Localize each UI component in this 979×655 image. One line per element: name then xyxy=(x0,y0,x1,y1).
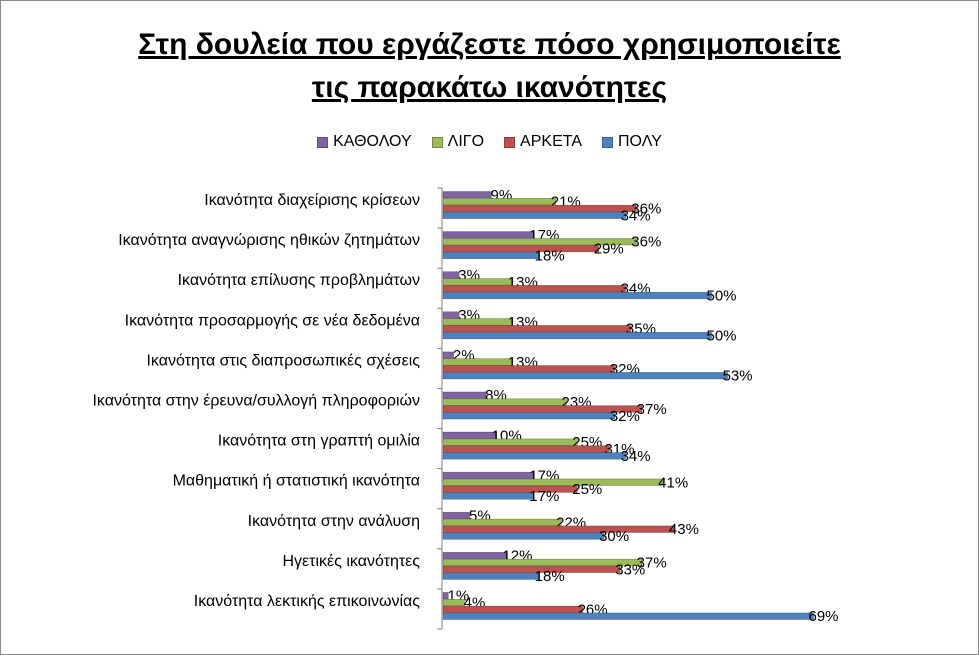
bar-λιγο-2 xyxy=(442,238,637,246)
legend-swatch-arketa xyxy=(504,136,516,148)
data-label-πολυ-9: 30% xyxy=(599,528,629,545)
data-label-αρκετα-2: 29% xyxy=(594,241,624,258)
legend-swatch-katholou xyxy=(317,136,329,148)
bar-πολυ-8 xyxy=(442,492,535,500)
category-label-4: Ικανότητα προσαρμογής σε νέα δεδομένα xyxy=(125,312,420,329)
data-label-πολυ-8: 17% xyxy=(529,488,559,505)
data-label-πολυ-10: 18% xyxy=(535,568,565,585)
data-label-πολυ-11: 69% xyxy=(809,608,839,625)
bar-αρκετα-7 xyxy=(442,445,610,453)
bar-αρκετα-9 xyxy=(442,525,675,533)
category-label-5: Ικανότητα στις διαπροσωπικές σχέσεις xyxy=(146,352,420,369)
category-label-8: Μαθηματική ή στατιστική ικανότητα xyxy=(173,473,420,490)
category-label-2: Ικανότητα αναγνώρισης ηθικών ζητημάτων xyxy=(118,232,420,249)
bar-πολυ-4 xyxy=(442,331,712,340)
bar-καθολου-6 xyxy=(442,391,487,399)
legend-label-poly: ΠΟΛΥ xyxy=(618,133,662,150)
bar-πολυ-2 xyxy=(442,251,540,260)
data-label-πολυ-5: 53% xyxy=(723,368,753,385)
bar-πολυ-11 xyxy=(442,612,814,620)
chart-title-line-1: Στη δουλεία που εργάζεστε πόσο χρησιμοπο… xyxy=(138,28,841,61)
category-label-3: Ικανότητα επίλυσης προβλημάτων xyxy=(178,272,420,289)
bar-πολυ-6 xyxy=(442,412,616,420)
category-label-9: Ικανότητα στην ανάλυση xyxy=(248,513,420,530)
bar-πολυ-1 xyxy=(442,211,626,219)
bar-καθολου-5 xyxy=(442,351,455,359)
bar-λιγο-6 xyxy=(442,398,567,406)
bar-λιγο-7 xyxy=(442,438,578,446)
data-label-αρκετα-1: 36% xyxy=(631,200,661,217)
bar-καθολου-9 xyxy=(442,511,471,520)
chart-title-line-2: τις παρακάτω ικανότητες xyxy=(311,71,668,104)
bar-αρκετα-4 xyxy=(442,325,632,333)
legend-item-arketa: ΑΡΚΕΤΑ xyxy=(504,133,582,151)
bar-καθολου-11 xyxy=(442,592,449,600)
bar-αρκετα-5 xyxy=(442,365,616,373)
category-label-11: Ικανότητα λεκτικής επικοινωνίας xyxy=(194,593,421,610)
legend: ΚΑΘΟΛΟΥ ΛΙΓΟ ΑΡΚΕΤΑ ΠΟΛΥ xyxy=(1,133,978,151)
bar-αρκετα-8 xyxy=(442,485,578,493)
bar-λιγο-5 xyxy=(442,358,514,366)
data-label-πολυ-7: 34% xyxy=(621,448,651,465)
legend-label-arketa: ΑΡΚΕΤΑ xyxy=(520,133,582,150)
data-label-πολυ-2: 18% xyxy=(535,247,565,264)
bar-καθολου-8 xyxy=(442,471,535,480)
bar-καθολου-2 xyxy=(442,231,535,239)
bar-αρκετα-6 xyxy=(442,405,642,413)
bar-πολυ-7 xyxy=(442,452,626,460)
bar-καθολου-10 xyxy=(442,551,508,560)
legend-label-ligo: ΛΙΓΟ xyxy=(447,133,485,150)
bar-καθολου-3 xyxy=(442,271,460,279)
data-label-λιγο-8: 41% xyxy=(658,474,688,491)
bar-πολυ-9 xyxy=(442,532,605,540)
bar-λιγο-8 xyxy=(442,478,664,486)
data-label-πολυ-3: 50% xyxy=(706,288,736,305)
legend-item-katholou: ΚΑΘΟΛΟΥ xyxy=(317,133,412,151)
bar-λιγο-9 xyxy=(442,518,562,526)
bar-λιγο-11 xyxy=(442,598,465,607)
data-label-πολυ-1: 34% xyxy=(621,207,651,224)
bar-αρκετα-10 xyxy=(442,565,621,573)
legend-item-ligo: ΛΙΓΟ xyxy=(431,133,485,151)
category-label-10: Ηγετικές ικανότητες xyxy=(282,553,420,570)
bar-πολυ-5 xyxy=(442,372,728,380)
bar-αρκετα-11 xyxy=(442,605,583,613)
legend-swatch-ligo xyxy=(431,136,443,148)
bar-αρκετα-2 xyxy=(442,244,600,253)
bar-πολυ-10 xyxy=(442,572,540,580)
data-label-αρκετα-8: 25% xyxy=(572,481,602,498)
chart-title: Στη δουλεία που εργάζεστε πόσο χρησιμοπο… xyxy=(1,23,978,109)
bar-λιγο-10 xyxy=(442,558,642,567)
bar-λιγο-1 xyxy=(442,198,557,206)
legend-label-katholou: ΚΑΘΟΛΟΥ xyxy=(333,133,412,150)
legend-swatch-poly xyxy=(602,136,613,148)
legend-item-poly: ΠΟΛΥ xyxy=(602,133,662,151)
category-label-1: Ικανότητα διαχείρισης κρίσεων xyxy=(204,192,420,209)
data-label-πολυ-4: 50% xyxy=(706,328,736,345)
bar-αρκετα-3 xyxy=(442,285,626,293)
data-label-αρκετα-10: 33% xyxy=(615,561,645,578)
bar-πολυ-3 xyxy=(442,291,712,300)
bar-καθολου-4 xyxy=(442,311,460,319)
bar-καθολου-7 xyxy=(442,431,498,439)
data-label-λιγο-10: 37% xyxy=(637,554,667,571)
category-label-7: Ικανότητα στη γραπτή ομιλία xyxy=(218,433,420,450)
bar-λιγο-3 xyxy=(442,278,514,286)
data-label-αρκετα-6: 37% xyxy=(637,401,667,418)
bar-αρκετα-1 xyxy=(442,204,637,213)
bar-καθολου-1 xyxy=(442,191,492,199)
bar-λιγο-4 xyxy=(442,318,514,326)
data-label-πολυ-6: 32% xyxy=(610,408,640,425)
category-label-6: Ικανότητα στην έρευνα/συλλογή πληροφοριώ… xyxy=(92,393,420,410)
data-label-λιγο-2: 36% xyxy=(631,234,661,251)
data-label-αρκετα-9: 43% xyxy=(669,521,699,538)
